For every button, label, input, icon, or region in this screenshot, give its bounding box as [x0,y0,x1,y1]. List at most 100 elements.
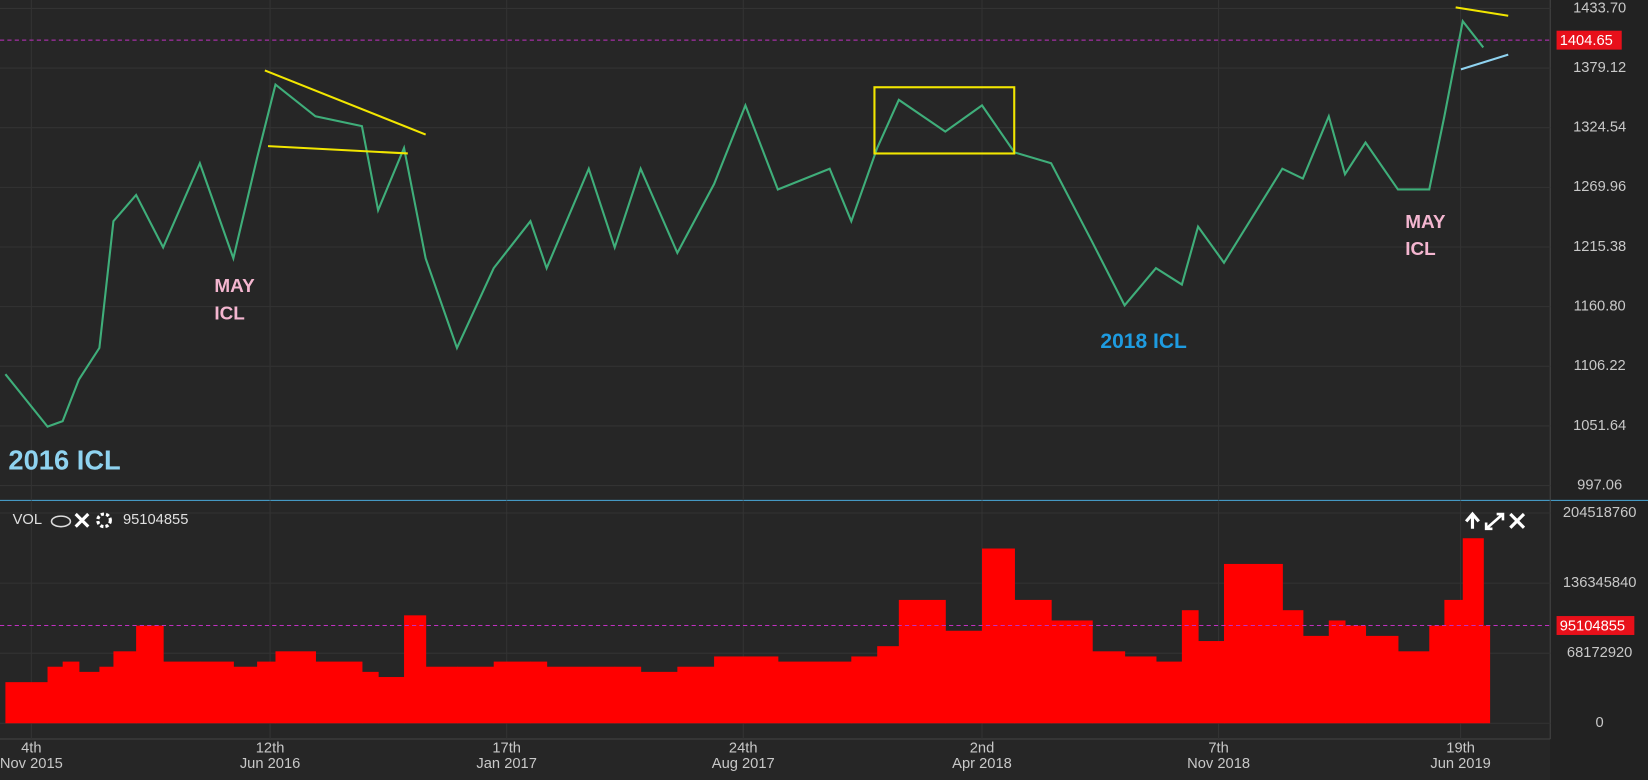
volume-bar [136,625,164,724]
y-tick-label: 0 [1596,715,1604,731]
x-tick-sublabel: Jun 2016 [240,756,300,772]
volume-bar [677,666,715,724]
current-value-label: 95104855 [1560,618,1625,634]
close-icon[interactable] [74,512,90,528]
x-tick-sublabel: Apr 2018 [952,756,1012,772]
annotation: MAY [1405,212,1446,233]
grid [0,0,1551,740]
x-tick-label: 2nd [970,740,995,756]
volume-bar [1198,641,1225,724]
current-value-box [1556,616,1635,635]
volume-bar [1014,599,1052,724]
volume-bar [898,599,946,724]
volume-bar [588,666,616,724]
volume-bar [614,666,642,724]
y-tick-label: 997.06 [1577,477,1622,493]
annotation: ICL [214,303,244,324]
volume-header: VOL 95104855 [13,511,1526,531]
close-icon[interactable] [1509,512,1526,529]
y-tick-label: 136345840 [1563,575,1637,591]
trend-line [1460,53,1509,71]
range-box [873,86,1016,155]
expand-icon[interactable] [1484,512,1505,531]
volume-bar [5,682,49,724]
y-tick-label: 68172920 [1567,645,1632,661]
volume-bar [1483,625,1491,724]
annotation: 2016 ICL [8,445,120,476]
volume-bar [1397,651,1430,724]
volume-bar [1155,661,1183,724]
volume-bar [1462,538,1484,724]
eye-icon[interactable] [50,515,72,528]
y-tick-label: 1051.64 [1573,418,1626,434]
volume-bar [1181,610,1199,724]
x-tick-label: 4th [21,740,41,756]
settings-icon[interactable] [96,512,112,529]
trend-line [267,145,408,155]
volume-bar [1223,563,1283,724]
volume-bar [47,666,64,724]
volume-bar [1444,599,1464,724]
volume-bar [1302,635,1330,724]
volume-bar [1051,620,1093,724]
trend-line [264,69,427,136]
volume-bar [62,661,80,724]
trend-line [1455,6,1509,17]
volume-bar [113,651,137,724]
indicator-name: VOL [13,512,42,528]
volume-bar [404,615,427,724]
volume-bar [851,656,878,724]
volume-bar [1124,656,1157,724]
volume-bar [1344,625,1367,724]
x-tick-sublabel: Jun 2019 [1430,756,1490,772]
volume-bar [1282,610,1304,724]
x-tick-label: 12th [256,740,285,756]
y-tick-label: 1324.54 [1573,120,1626,136]
annotation: ICL [1405,239,1435,260]
x-tick-sublabel: Aug 2017 [712,756,775,772]
x-tick-label: 7th [1208,740,1228,756]
volume-bar [257,661,277,724]
volume-bar [163,661,201,724]
y-tick-label: 204518760 [1563,505,1637,521]
volume-bar [199,661,234,724]
volume-bar [945,630,983,724]
annotation: 2018 ICL [1100,330,1187,353]
x-tick-sublabel: Nov 2015 [0,756,63,772]
y-tick-label: 1269.96 [1573,179,1626,195]
volume-bar [982,548,1015,724]
volume-bar [361,671,379,724]
volume-bar [233,666,258,724]
x-tick-label: 17th [492,740,521,756]
volume-bar [99,666,114,724]
y-tick-label: 1106.22 [1574,358,1626,374]
move-up-icon[interactable] [1464,511,1480,529]
indicator-value: 95104855 [123,512,188,528]
volume-bar [493,661,531,724]
y-tick-label: 1160.80 [1574,299,1626,315]
volume-bar [1365,635,1399,724]
volume-bar [456,666,495,724]
volume-bar [1092,651,1126,724]
price-line [4,18,1485,428]
axis-background [1550,0,1648,780]
volume-bar [315,661,363,724]
volume-bar [546,666,590,724]
volume-bar [1328,620,1346,724]
volume-bar [829,661,852,724]
volume-bar [275,651,316,724]
volume-bar [877,646,900,724]
volume-bar [714,656,746,724]
marks [4,18,1491,724]
x-tick-sublabel: Jan 2017 [476,756,536,772]
annotation: MAY [214,276,255,297]
x-tick-sublabel: Nov 2018 [1187,756,1250,772]
current-value-box [1556,30,1622,50]
drawings [264,6,1509,155]
current-value-label: 1404.65 [1560,33,1613,49]
volume-bar [530,661,548,724]
x-tick-label: 24th [729,740,758,756]
volume-bar [1429,625,1445,724]
